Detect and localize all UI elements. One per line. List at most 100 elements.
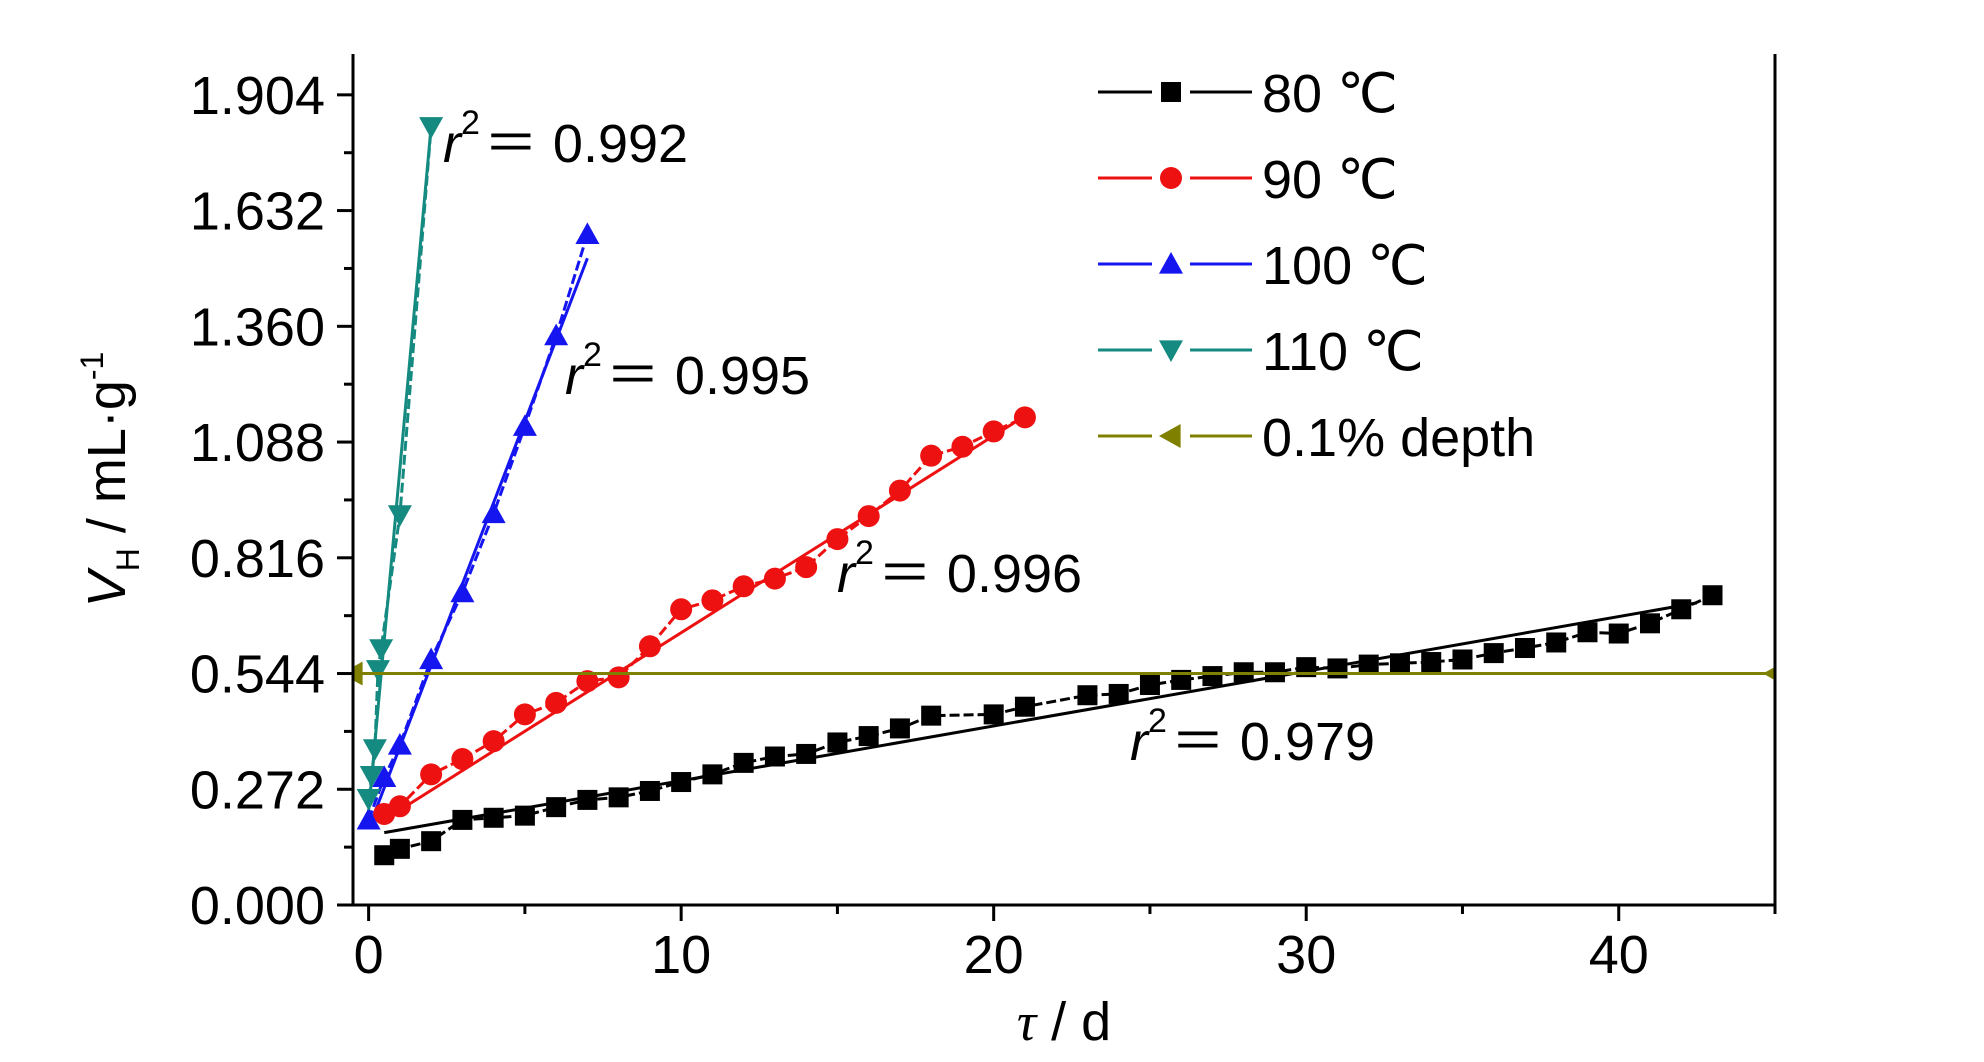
legend-item: 90 ℃ xyxy=(1098,150,1398,210)
annotation-sup: 2 xyxy=(1148,702,1167,740)
marker xyxy=(826,528,849,551)
legend-label: 110 ℃ xyxy=(1262,322,1424,382)
marker xyxy=(362,739,387,761)
marker xyxy=(450,580,475,603)
annotation-text: ＝ 0.996 xyxy=(878,544,1082,604)
marker xyxy=(1421,652,1442,673)
marker xyxy=(701,589,724,612)
marker xyxy=(795,556,818,579)
marker xyxy=(1358,654,1379,675)
annotation: r2＝ 0.992 xyxy=(443,104,688,174)
marker xyxy=(764,746,785,767)
marker xyxy=(921,705,942,726)
marker xyxy=(1608,623,1629,644)
marker xyxy=(419,117,444,139)
marker xyxy=(576,670,599,693)
fit-line xyxy=(383,418,1020,822)
annotation-sup: 2 xyxy=(461,104,480,142)
marker xyxy=(513,703,536,726)
marker xyxy=(702,764,723,785)
y-label-sup: -1 xyxy=(74,352,110,380)
annotation-base: r xyxy=(837,544,857,604)
legend-item: 100 ℃ xyxy=(1098,236,1428,296)
marker xyxy=(545,691,568,714)
x-tick-label: 40 xyxy=(1589,925,1649,985)
x-axis-label: τ / d xyxy=(1017,992,1111,1052)
annotation: r2＝ 0.995 xyxy=(565,336,810,406)
annotation: r2＝ 0.996 xyxy=(837,534,1082,604)
marker xyxy=(888,479,911,502)
marker xyxy=(356,807,381,830)
legend-label: 90 ℃ xyxy=(1262,150,1398,210)
marker xyxy=(1159,340,1183,362)
marker xyxy=(359,766,384,788)
marker xyxy=(982,420,1005,443)
annotation-sup: 2 xyxy=(855,534,874,572)
fit-line xyxy=(367,126,433,812)
marker xyxy=(920,444,943,467)
marker xyxy=(387,505,412,527)
marker xyxy=(451,748,474,771)
annotation-base: r xyxy=(565,346,585,406)
y-label-sub: H xyxy=(110,548,146,571)
marker xyxy=(514,805,535,826)
marker xyxy=(857,505,880,528)
marker xyxy=(419,647,444,670)
marker xyxy=(732,575,755,598)
marker xyxy=(1077,685,1098,706)
marker xyxy=(1014,696,1035,717)
legend-label: 80 ℃ xyxy=(1262,64,1398,124)
annotation-base: r xyxy=(1130,712,1150,772)
y-tick-label: 1.904 xyxy=(190,66,325,126)
marker xyxy=(639,780,660,801)
annotation-sup: 2 xyxy=(583,336,602,374)
annotation-text: ＝ 0.979 xyxy=(1171,712,1375,772)
annotation-text: ＝ 0.992 xyxy=(484,114,688,174)
legend-label: 100 ℃ xyxy=(1262,236,1428,296)
marker xyxy=(374,845,395,866)
marker xyxy=(1013,406,1036,429)
series-line xyxy=(383,416,1026,816)
y-tick-label: 0.816 xyxy=(190,529,325,589)
marker xyxy=(951,435,974,458)
marker xyxy=(983,704,1004,725)
marker xyxy=(670,598,693,621)
legend-item: 80 ℃ xyxy=(1098,64,1398,124)
annotation-text: ＝ 0.995 xyxy=(606,346,810,406)
marker xyxy=(575,222,600,245)
marker xyxy=(1639,613,1660,634)
marker xyxy=(1577,622,1598,643)
marker xyxy=(1514,637,1535,658)
y-label-var: V xyxy=(77,566,137,607)
y-tick-label: 0.272 xyxy=(190,760,325,820)
y-tick-label: 1.360 xyxy=(190,297,325,357)
marker xyxy=(1483,643,1504,664)
marker xyxy=(607,666,630,689)
marker xyxy=(1159,424,1181,448)
legend-item: 0.1% depth xyxy=(1098,408,1535,468)
axes: 0.000 0.272 0.544 0.816 1.088 1.360 1.632 1.904… xyxy=(74,54,1777,1052)
y-tick-label: 1.632 xyxy=(190,182,325,242)
marker xyxy=(389,838,410,859)
marker xyxy=(733,752,754,773)
marker xyxy=(421,831,442,852)
marker xyxy=(1139,675,1160,696)
marker xyxy=(353,661,363,686)
marker xyxy=(671,772,692,793)
x-tick-label: 20 xyxy=(964,925,1024,985)
marker xyxy=(827,732,848,753)
legend-label: 0.1% depth xyxy=(1262,408,1535,468)
marker xyxy=(1702,585,1723,606)
marker xyxy=(608,787,629,808)
fit-line xyxy=(383,601,1698,835)
marker xyxy=(638,635,661,658)
marker xyxy=(388,795,411,818)
marker xyxy=(372,765,397,787)
marker xyxy=(452,809,473,830)
marker xyxy=(420,763,443,786)
marker xyxy=(1389,653,1410,674)
marker xyxy=(1327,658,1348,679)
marker xyxy=(889,718,910,739)
x-tick-label: 30 xyxy=(1276,925,1336,985)
